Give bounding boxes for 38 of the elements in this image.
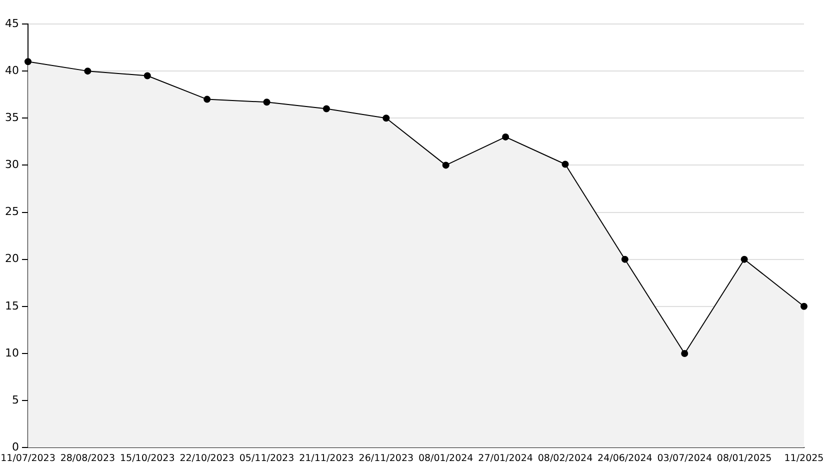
y-tick-label: 30: [4, 158, 19, 172]
x-tick-label: 15/10/2023: [120, 452, 175, 464]
point: [322, 105, 330, 112]
point: [562, 160, 569, 168]
y-tick-label: 25: [4, 205, 19, 218]
x-tick-label: 08/01/2024: [418, 452, 474, 464]
x-tick-label: 26/11/2023: [358, 452, 414, 464]
point: [263, 98, 270, 106]
x-tick-label: 11/2025: [784, 452, 824, 464]
x-tick-label: 27/01/2024: [478, 452, 533, 464]
x-tick-label: 21/11/2023: [299, 452, 354, 464]
point: [681, 350, 688, 357]
x-tick-label: 24/06/2024: [598, 452, 652, 464]
x-tick-label: 08/01/2025: [716, 452, 772, 464]
y-tick-label: 10: [4, 346, 19, 360]
x-tick-label: 22/10/2023: [180, 452, 234, 464]
point: [502, 133, 510, 140]
y-tick-label: 0: [12, 440, 19, 454]
point: [800, 302, 808, 310]
x-tick-label: 28/08/2023: [60, 452, 116, 464]
y-tick-label: 20: [4, 252, 19, 266]
x-tick-label: 11/07/2023: [0, 452, 56, 464]
point: [740, 256, 748, 263]
point: [84, 68, 92, 75]
point: [24, 58, 32, 66]
point: [204, 96, 211, 103]
y-tick-label: 40: [4, 64, 19, 77]
point: [144, 72, 151, 80]
y-tick-label: 5: [12, 393, 19, 406]
y-tick-label: 15: [4, 299, 19, 312]
x-tick-label: 03/07/2024: [657, 452, 712, 464]
x-tick-label: 08/02/2024: [538, 452, 593, 464]
x-tick-label: 05/11/2023: [239, 452, 294, 464]
point: [621, 256, 628, 263]
y-tick-label: 45: [4, 16, 19, 30]
point: [442, 162, 450, 169]
point: [382, 114, 390, 122]
y-tick-label: 35: [4, 110, 19, 124]
